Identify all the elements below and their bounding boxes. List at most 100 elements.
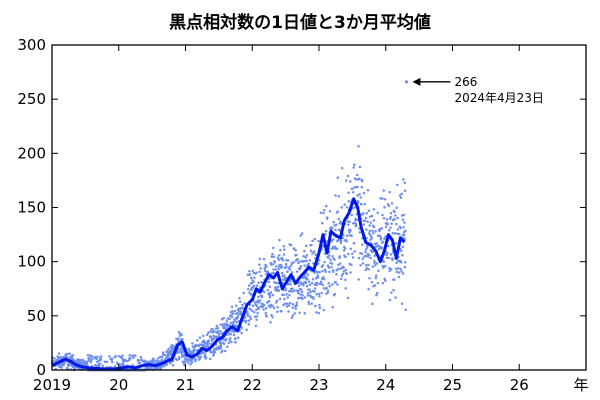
daily-point (389, 268, 393, 271)
daily-point (345, 240, 348, 243)
daily-point (213, 350, 217, 354)
daily-point (235, 321, 238, 324)
daily-point (347, 200, 351, 203)
daily-point (402, 233, 406, 236)
daily-point (317, 259, 321, 262)
daily-point (334, 280, 338, 284)
daily-point (333, 292, 337, 296)
daily-point (344, 278, 347, 282)
daily-point (233, 330, 236, 334)
daily-point (159, 367, 163, 370)
daily-point (384, 279, 387, 283)
x-tick-label: 20 (109, 376, 128, 394)
daily-point (259, 267, 262, 270)
daily-point (84, 360, 87, 364)
x-tick-label: 23 (309, 376, 328, 394)
daily-point (279, 248, 282, 252)
daily-point (325, 216, 329, 219)
daily-point (329, 258, 332, 261)
daily-point (399, 196, 403, 199)
daily-point (269, 291, 273, 294)
daily-point (370, 281, 374, 284)
daily-point (373, 284, 377, 287)
daily-point (207, 339, 211, 342)
daily-point (362, 191, 366, 195)
daily-point (239, 310, 243, 314)
daily-point (374, 276, 378, 280)
daily-point (236, 336, 240, 340)
daily-point (377, 247, 381, 251)
daily-point (157, 360, 161, 363)
daily-point (96, 355, 99, 358)
x-tick-label: 26 (510, 376, 529, 394)
daily-point (330, 247, 334, 251)
daily-point (282, 303, 285, 307)
daily-point (210, 339, 214, 343)
daily-point (382, 260, 386, 263)
daily-point (367, 209, 371, 212)
daily-point (308, 258, 312, 262)
daily-point (229, 337, 232, 340)
daily-point (253, 310, 256, 314)
daily-point (271, 316, 274, 319)
daily-point (139, 355, 143, 359)
daily-point (264, 306, 268, 310)
daily-point (364, 216, 368, 220)
daily-point (402, 226, 405, 229)
daily-point (210, 337, 214, 341)
daily-point (334, 223, 338, 227)
daily-point (303, 249, 306, 253)
daily-point (180, 352, 184, 356)
daily-point (341, 272, 345, 276)
daily-point (268, 295, 272, 299)
daily-point (236, 311, 239, 315)
daily-point (325, 204, 328, 208)
daily-point (332, 238, 335, 241)
daily-point (366, 189, 370, 192)
daily-point (285, 293, 288, 296)
daily-point (86, 354, 90, 357)
daily-point (350, 213, 353, 217)
daily-point (306, 278, 309, 281)
daily-point (248, 269, 251, 273)
daily-point (186, 361, 190, 364)
daily-point (399, 267, 402, 271)
daily-point (344, 255, 347, 259)
daily-point (177, 348, 180, 351)
daily-point (219, 344, 223, 347)
daily-point (287, 304, 291, 307)
daily-point (378, 234, 382, 237)
daily-point (368, 215, 372, 218)
daily-point (303, 312, 306, 315)
daily-point (257, 281, 260, 284)
daily-point (272, 268, 275, 271)
daily-point (353, 186, 357, 189)
daily-point (323, 208, 326, 212)
daily-point (307, 302, 311, 306)
daily-point (255, 304, 259, 308)
daily-point (59, 355, 63, 359)
daily-point (283, 302, 287, 305)
daily-point (336, 283, 339, 286)
daily-point (342, 249, 346, 252)
daily-point (227, 341, 231, 345)
daily-point (263, 290, 266, 294)
daily-point (255, 271, 258, 274)
daily-point (229, 332, 232, 336)
daily-point (350, 263, 353, 266)
three-month-mean (51, 197, 406, 371)
daily-point (209, 351, 212, 354)
daily-point (358, 165, 362, 169)
daily-point (290, 271, 294, 274)
daily-point (138, 361, 142, 365)
daily-point (248, 273, 252, 276)
daily-point (395, 261, 398, 265)
daily-point (387, 256, 391, 260)
daily-point (246, 311, 249, 315)
daily-point (280, 266, 284, 269)
daily-point (368, 229, 372, 233)
daily-point (238, 300, 242, 304)
daily-point (325, 286, 328, 290)
daily-point (374, 245, 377, 249)
daily-point (205, 333, 209, 337)
